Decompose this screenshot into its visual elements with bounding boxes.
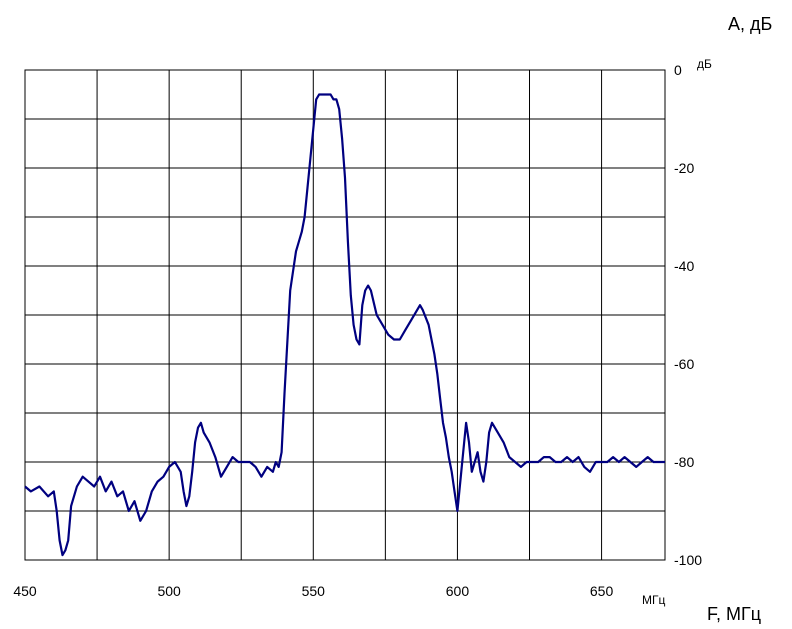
y-tick-labels: 0 -20 -40 -60 -80 -100 (674, 62, 702, 568)
x-tick-label: 600 (446, 583, 470, 599)
y-tick-label: -60 (674, 356, 694, 372)
plot-frame (24, 69, 666, 561)
x-tick-label: 450 (13, 583, 37, 599)
y-tick-label: -40 (674, 258, 694, 274)
series-line (24, 93, 665, 557)
y-tick-label: -80 (674, 454, 694, 470)
x-tick-label: 500 (157, 583, 181, 599)
x-axis-label: F, МГц (707, 604, 761, 624)
y-tick-label: 0 (674, 62, 682, 78)
x-unit-label: МГц (642, 593, 665, 607)
x-tick-label: 550 (302, 583, 326, 599)
y-unit-label: дБ (697, 57, 712, 71)
horizontal-gridlines (25, 118, 665, 512)
y-tick-label: -20 (674, 160, 694, 176)
x-tick-labels: 450 500 550 600 650 (13, 583, 613, 599)
y-tick-label: -100 (674, 552, 702, 568)
y-axis-label: А, дБ (728, 14, 772, 34)
x-tick-label: 650 (590, 583, 614, 599)
